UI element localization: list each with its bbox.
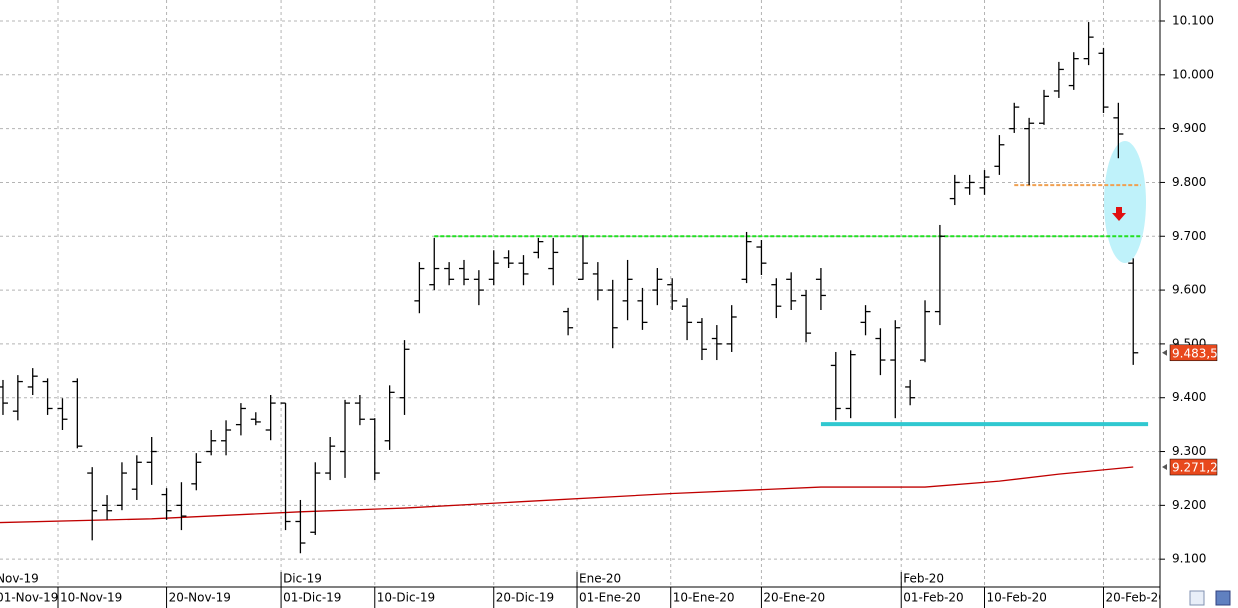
- highlight-ellipse: [1104, 141, 1146, 263]
- y-tick-label: 9.400: [1172, 390, 1206, 404]
- x-tick-label: 01-Ene-20: [579, 591, 641, 605]
- x-tick-label: 10-Nov-19: [60, 591, 122, 605]
- month-label: Ene-20: [579, 572, 621, 586]
- x-tick-label: 20-Ene-20: [763, 591, 825, 605]
- price-pointer: [1162, 464, 1167, 471]
- price-label: 9.271,2: [1172, 461, 1218, 475]
- x-tick-label: 10-Feb-20: [987, 591, 1047, 605]
- y-tick-label: 9.600: [1172, 283, 1206, 297]
- price-label-box: [1169, 458, 1218, 476]
- x-tick-label: 10-Ene-20: [673, 591, 735, 605]
- x-tick-label: 01-Nov-19: [0, 591, 58, 605]
- axis-layer: 9.1009.2009.3009.4009.5009.6009.7009.800…: [0, 13, 1218, 608]
- month-label: Nov-19: [0, 572, 39, 586]
- price-label: 9.483,5: [1172, 346, 1218, 360]
- y-tick-label: 9.300: [1172, 444, 1206, 458]
- x-tick-label: 20-Nov-19: [169, 591, 231, 605]
- moving-average-line: [0, 466, 1134, 524]
- price-pointer: [1162, 349, 1167, 356]
- x-tick-label: 20-Feb-20: [1105, 591, 1165, 605]
- x-tick-label: 10-Dic-19: [377, 591, 435, 605]
- save-icon[interactable]: [1215, 590, 1231, 606]
- x-tick-label: 20-Dic-19: [496, 591, 554, 605]
- month-label: Dic-19: [283, 572, 322, 586]
- y-tick-label: 9.200: [1172, 498, 1206, 512]
- tool-icon[interactable]: [1189, 590, 1205, 606]
- plot-layer: [0, 22, 1149, 554]
- y-tick-label: 9.700: [1172, 229, 1206, 243]
- y-tick-label: 9.100: [1172, 552, 1206, 566]
- x-tick-label: 01-Dic-19: [283, 591, 341, 605]
- y-tick-label: 10.100: [1172, 13, 1214, 27]
- month-label: Feb-20: [903, 572, 944, 586]
- y-tick-label: 9.800: [1172, 175, 1206, 189]
- y-tick-label: 9.900: [1172, 121, 1206, 135]
- y-tick-label: 10.000: [1172, 67, 1214, 81]
- price-label-box: [1169, 344, 1218, 362]
- grid-layer: [0, 0, 1160, 585]
- x-tick-label: 01-Feb-20: [903, 591, 963, 605]
- down-arrow: [1112, 207, 1126, 221]
